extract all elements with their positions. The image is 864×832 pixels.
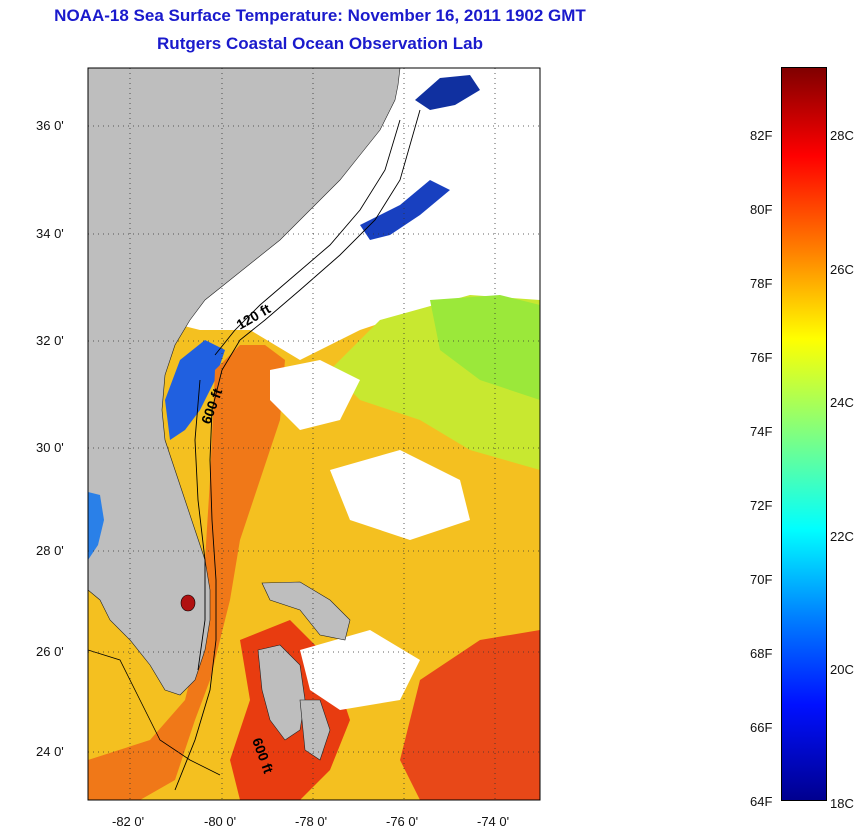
lat-label-36: 36 0' xyxy=(36,118,64,133)
map-frame xyxy=(87,67,541,801)
map-subtitle: Rutgers Coastal Ocean Observation Lab xyxy=(157,34,483,53)
lon-label-82: -82 0' xyxy=(112,814,145,829)
lat-label-24: 24 0' xyxy=(36,744,64,759)
lake-okeechobee xyxy=(180,594,196,612)
colorbar-f-68: 68F xyxy=(750,646,773,661)
sst-cold-nearshore xyxy=(165,340,225,440)
lat-label-28: 28 0' xyxy=(36,543,64,558)
gridlines xyxy=(88,68,540,800)
sst-cold-north xyxy=(360,180,450,240)
lat-label-34: 34 0' xyxy=(36,226,64,241)
land-eleuthera xyxy=(299,699,331,761)
colorbar-c-22: 22C xyxy=(830,529,854,544)
sst-cold-far-north xyxy=(415,75,480,110)
colorbar-f-80: 80F xyxy=(750,202,773,217)
map-plot-area xyxy=(88,68,540,800)
cloud-central xyxy=(270,360,360,430)
cloud-south xyxy=(300,630,420,710)
colorbar-f-74: 74F xyxy=(750,424,773,439)
colorbar-c-24: 24C xyxy=(830,395,854,410)
colorbar-c-20: 20C xyxy=(830,662,854,677)
lon-label-80: -80 0' xyxy=(204,814,237,829)
cloud-east xyxy=(330,450,470,540)
colorbar-f-72: 72F xyxy=(750,498,773,513)
contour-600ft-b xyxy=(194,379,206,671)
sst-gulf-stream xyxy=(88,345,285,800)
colorbar-c-18: 18C xyxy=(830,796,854,811)
colorbar-f-64: 64F xyxy=(750,794,773,809)
lat-label-32: 32 0' xyxy=(36,333,64,348)
sst-green-light xyxy=(430,295,540,400)
contour-600ft xyxy=(174,109,421,791)
contour-florida-bay xyxy=(88,649,221,776)
land-andros xyxy=(257,644,306,741)
sst-gulf-cold xyxy=(88,492,104,560)
lat-label-26: 26 0' xyxy=(36,644,64,659)
colorbar-f-78: 78F xyxy=(750,276,773,291)
colorbar-f-76: 76F xyxy=(750,350,773,365)
contour-120ft xyxy=(214,119,401,356)
lon-label-78: -78 0' xyxy=(295,814,328,829)
map-title: NOAA-18 Sea Surface Temperature: Novembe… xyxy=(54,6,586,25)
land-grand-bahama xyxy=(261,581,351,641)
sst-warm-southeast xyxy=(400,630,540,800)
colorbar-c-28: 28C xyxy=(830,128,854,143)
lat-label-30: 30 0' xyxy=(36,440,64,455)
colorbar-f-82: 82F xyxy=(750,128,773,143)
colorbar-f-66: 66F xyxy=(750,720,773,735)
lon-label-76: -76 0' xyxy=(386,814,419,829)
lon-label-74: -74 0' xyxy=(477,814,510,829)
colorbar-f-70: 70F xyxy=(750,572,773,587)
temperature-colorbar xyxy=(781,67,827,801)
colorbar-c-26: 26C xyxy=(830,262,854,277)
land-us-coast xyxy=(88,68,401,696)
